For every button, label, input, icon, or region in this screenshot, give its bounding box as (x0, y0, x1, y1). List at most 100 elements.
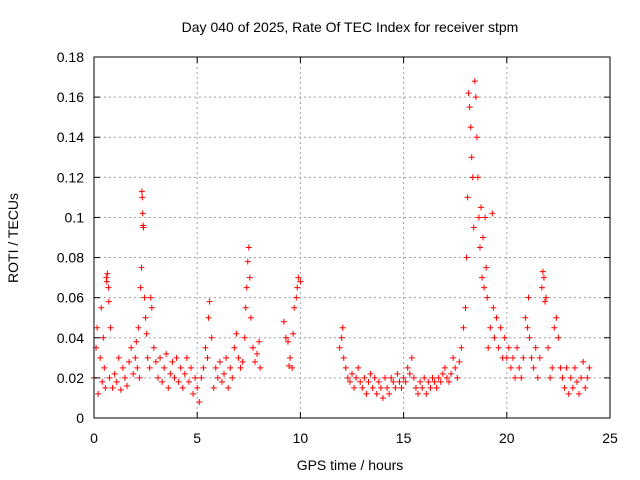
data-point (139, 194, 146, 201)
data-point (353, 374, 360, 381)
data-point (241, 334, 248, 341)
data-point (105, 284, 112, 291)
data-point (478, 204, 484, 211)
data-point (493, 314, 500, 321)
y-tick-label: 0.08 (57, 250, 84, 266)
data-point (181, 370, 188, 377)
data-point (482, 214, 489, 221)
data-point (104, 270, 111, 277)
data-point (559, 374, 566, 381)
data-point (435, 374, 442, 381)
data-point (223, 354, 230, 361)
data-point (456, 358, 463, 365)
data-point (233, 330, 240, 337)
x-tick-label: 10 (293, 430, 309, 446)
data-point (538, 284, 545, 291)
data-point (117, 386, 124, 393)
data-point (412, 384, 419, 391)
data-point (427, 384, 434, 391)
data-point (576, 390, 583, 397)
data-point (190, 390, 197, 397)
data-point (157, 354, 164, 361)
data-point (100, 334, 107, 341)
data-point (115, 354, 122, 361)
data-point (539, 268, 546, 275)
data-point (565, 390, 572, 397)
data-point (130, 370, 137, 377)
data-point (375, 378, 382, 385)
y-tick-label: 0.02 (57, 370, 84, 386)
y-axis-title: ROTI / TECUs (5, 193, 21, 283)
data-point (525, 294, 532, 301)
data-point (357, 378, 364, 385)
data-point (103, 278, 110, 285)
data-point (421, 374, 428, 381)
data-point (464, 194, 471, 201)
data-point (460, 324, 467, 331)
data-point (98, 304, 105, 311)
data-point (450, 354, 457, 361)
data-point (557, 364, 564, 371)
data-point (480, 234, 487, 241)
data-point (159, 378, 166, 385)
x-axis-ticks: 0 5 10 15 20 25 (90, 57, 618, 446)
y-tick-label: 0.1 (65, 209, 85, 225)
data-point (534, 374, 541, 381)
data-points (91, 78, 593, 405)
data-point (526, 334, 533, 341)
y-axis-ticks: 0 0.02 0.04 0.06 0.08 0.1 0.12 0.14 0.16 0.18 (57, 49, 610, 426)
data-point (390, 378, 397, 385)
data-point (551, 324, 558, 331)
data-point (119, 364, 126, 371)
data-point (530, 364, 537, 371)
data-point (282, 334, 289, 341)
data-point (446, 378, 453, 385)
data-point (394, 370, 401, 377)
data-point (491, 334, 498, 341)
data-point (204, 354, 211, 361)
data-point (208, 334, 215, 341)
data-point (294, 284, 301, 291)
data-point (243, 284, 250, 291)
data-point (536, 354, 543, 361)
data-point (346, 378, 353, 385)
data-point (483, 264, 490, 271)
data-point (144, 354, 151, 361)
data-point (342, 364, 349, 371)
data-point (555, 334, 562, 341)
data-point (563, 364, 570, 371)
data-point (287, 354, 294, 361)
data-point (229, 374, 236, 381)
data-point (349, 370, 355, 377)
data-point (369, 384, 376, 391)
data-point (489, 210, 496, 217)
data-point (532, 344, 539, 351)
x-tick-label: 5 (193, 430, 201, 446)
data-point (146, 364, 153, 371)
data-point (136, 374, 143, 381)
data-point (150, 344, 157, 351)
data-point (402, 378, 409, 385)
data-point (363, 390, 370, 397)
data-point (231, 344, 238, 351)
data-point (471, 78, 478, 85)
x-axis-title: GPS time / hours (297, 457, 404, 473)
data-point (212, 364, 219, 371)
data-point (443, 374, 450, 381)
data-point (227, 364, 234, 371)
data-point (152, 358, 159, 365)
data-point (509, 354, 516, 361)
data-point (102, 384, 109, 391)
data-point (465, 90, 472, 97)
data-point (433, 384, 440, 391)
data-point (481, 284, 488, 291)
data-point (249, 344, 256, 351)
data-point (408, 354, 415, 361)
data-point (485, 344, 492, 351)
data-point (431, 378, 438, 385)
data-point (194, 384, 201, 391)
data-point (135, 324, 142, 331)
data-point (256, 338, 263, 345)
data-point (183, 354, 190, 361)
